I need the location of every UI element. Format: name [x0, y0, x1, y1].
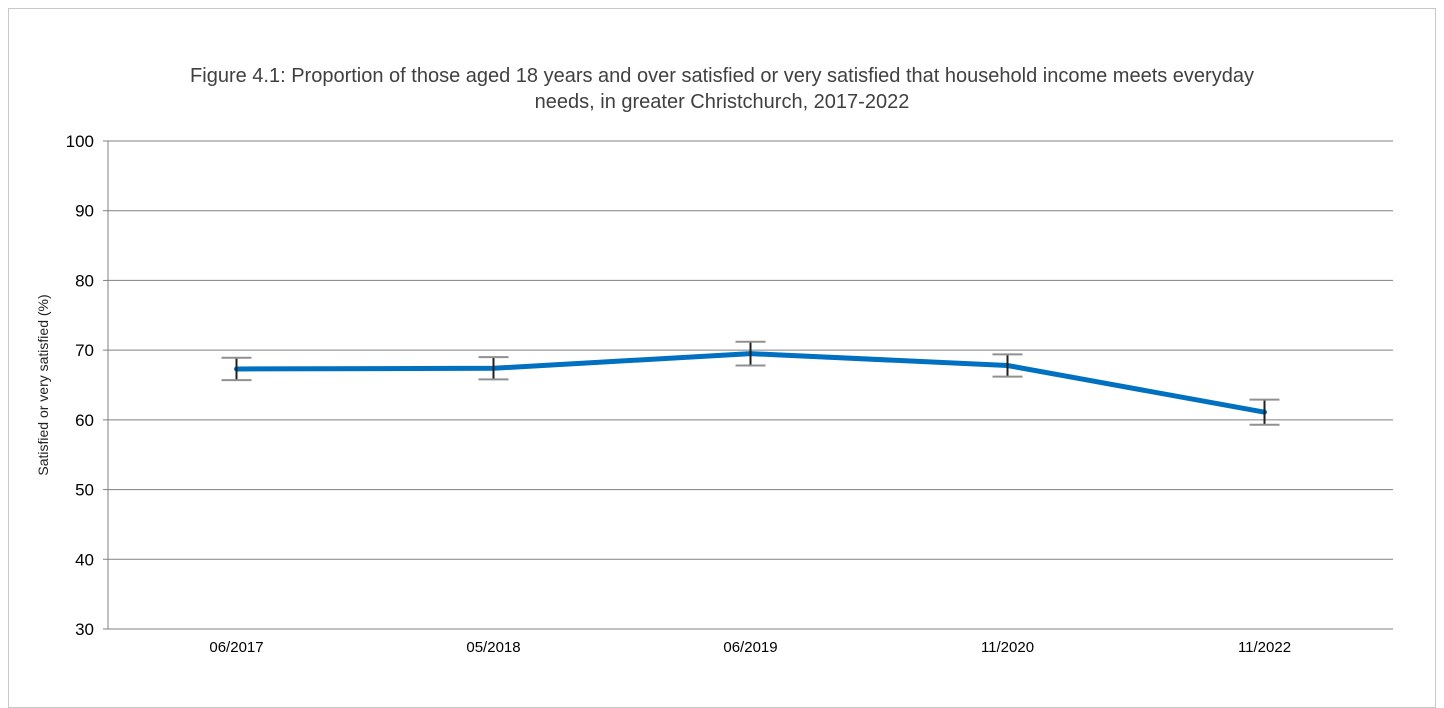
y-tick-label: 70: [75, 341, 94, 360]
y-tick-label: 80: [75, 271, 94, 290]
y-axis-ticks: 100 90 80 70 60 50 40 30: [66, 132, 108, 639]
x-axis-ticks: 06/2017 05/2018 06/2019 11/2020 11/2022: [209, 639, 1291, 656]
x-tick-label: 11/2022: [1238, 639, 1291, 656]
chart-title: Figure 4.1: Proportion of those aged 18 …: [0, 63, 1444, 115]
y-tick-label: 30: [75, 620, 94, 639]
line-chart: 100 90 80 70 60 50 40 30 06/2017 05/2018 06/2019 1…: [35, 132, 1393, 656]
y-tick-label: 40: [75, 550, 94, 569]
x-tick-label: 06/2017: [209, 639, 263, 656]
y-tick-label: 100: [66, 132, 94, 151]
chart-title-line-2: needs, in greater Christchurch, 2017-202…: [534, 91, 910, 113]
y-axis-label: Satisfied or very satisfied (%): [35, 294, 51, 475]
error-bar: [735, 340, 766, 367]
gridlines: [108, 140, 1393, 630]
x-tick-label: 05/2018: [466, 639, 520, 656]
error-bar: [478, 356, 509, 381]
x-tick-label: 06/2019: [723, 639, 777, 656]
y-tick-label: 90: [75, 202, 94, 221]
axes: [107, 141, 1393, 630]
chart-title-line-1: Figure 4.1: Proportion of those aged 18 …: [190, 65, 1254, 87]
y-tick-label: 60: [75, 411, 94, 430]
error-bar: [221, 356, 252, 382]
x-tick-label: 11/2020: [981, 639, 1034, 656]
y-tick-label: 50: [75, 481, 94, 500]
error-bar: [992, 353, 1023, 378]
error-bars: [221, 340, 1280, 426]
error-bar: [1249, 398, 1280, 426]
